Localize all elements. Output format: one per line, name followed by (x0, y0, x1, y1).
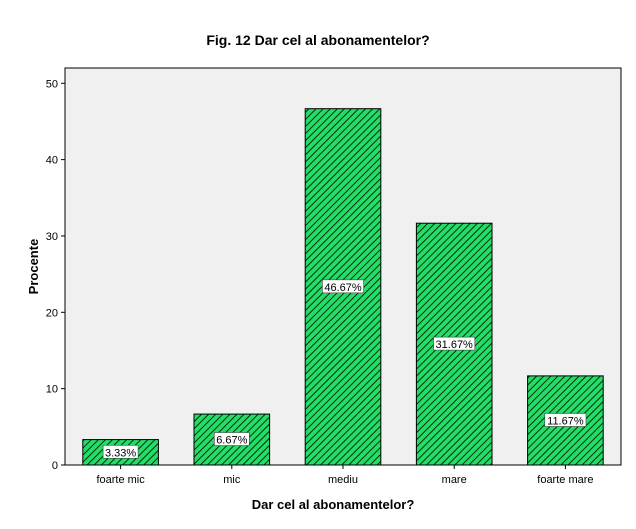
x-axis-label: Dar cel al abonamentelor? (252, 497, 415, 512)
bars: 3.33% 6.67% 46.67% 31.67% 11.67% (82, 108, 604, 466)
data-label: 11.67% (547, 415, 584, 427)
y-tick-label: 30 (46, 231, 58, 243)
y-axis-label: Procente (26, 239, 41, 295)
data-label-box (433, 336, 476, 351)
x-tick-label: mare (442, 474, 467, 486)
data-label: 3.33% (105, 447, 136, 459)
data-label-box (102, 444, 139, 459)
data-label: 31.67% (436, 339, 474, 351)
data-label: 6.67% (216, 435, 247, 447)
y-tick-label: 40 (46, 155, 58, 167)
x-axis: foarte mic mic mediu mare foarte mare (96, 465, 594, 486)
y-tick-label: 10 (46, 384, 58, 396)
data-label-box (322, 279, 364, 294)
y-tick-label: 50 (46, 78, 58, 90)
y-tick-label: 0 (52, 460, 58, 472)
x-tick-label: mic (223, 474, 241, 486)
data-label-box (214, 432, 250, 446)
chart-title: Fig. 12 Dar cel al abonamentelor? (206, 32, 430, 48)
data-label: 46.67% (324, 282, 362, 294)
y-tick-label: 20 (46, 307, 58, 319)
data-label-box (544, 413, 587, 427)
x-tick-label: foarte mic (96, 474, 145, 486)
x-tick-label: mediu (328, 474, 358, 486)
x-tick-label: foarte mare (537, 474, 593, 486)
y-axis: 0 10 20 30 40 50 (46, 78, 65, 472)
